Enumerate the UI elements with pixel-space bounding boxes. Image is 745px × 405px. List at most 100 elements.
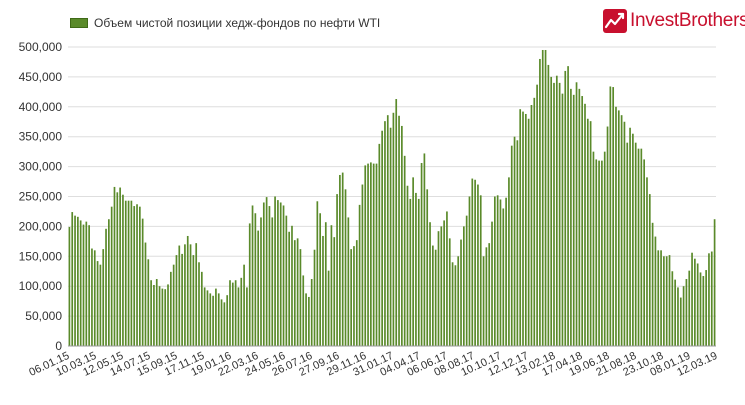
bar	[564, 70, 567, 347]
y-axis-ticks: 0 50,000 100,000 150,000 200,000 250,000 300,0…	[19, 40, 63, 353]
bar	[502, 208, 505, 346]
bar	[668, 255, 671, 346]
bar	[592, 151, 595, 346]
bar	[254, 213, 257, 346]
bar	[133, 206, 136, 346]
bar	[561, 93, 564, 346]
bar	[685, 279, 688, 346]
bar	[322, 235, 324, 346]
bar	[234, 280, 237, 346]
logo-text: InvestBrothers	[630, 10, 745, 31]
bar	[372, 163, 375, 346]
bar	[158, 286, 161, 346]
bar	[299, 249, 302, 346]
bar	[350, 249, 352, 346]
bar	[677, 287, 679, 346]
bar	[423, 153, 426, 346]
bar	[271, 217, 274, 346]
bar	[451, 262, 454, 346]
bar	[116, 192, 119, 346]
bar	[274, 196, 276, 346]
bar	[223, 302, 226, 346]
bar	[77, 216, 79, 346]
bar	[544, 49, 547, 347]
bar	[415, 192, 417, 346]
bar	[139, 206, 141, 346]
bar	[282, 205, 285, 346]
y-tick-label: 300,000	[19, 160, 63, 174]
bar	[119, 187, 121, 346]
bar	[82, 224, 85, 346]
bar	[516, 140, 519, 346]
bar	[122, 194, 124, 346]
bar	[398, 115, 400, 347]
bar	[522, 111, 524, 346]
bar	[437, 231, 440, 346]
bar	[699, 272, 702, 346]
bar	[409, 198, 412, 346]
bar	[260, 217, 262, 346]
bar	[533, 97, 536, 346]
bar	[378, 143, 381, 346]
bar	[130, 200, 133, 346]
bar	[293, 240, 296, 346]
bar	[243, 264, 245, 346]
bar	[386, 115, 389, 346]
bar	[192, 255, 195, 346]
bar	[463, 226, 465, 346]
bar	[381, 130, 383, 346]
bar	[291, 225, 293, 346]
bar	[209, 293, 212, 346]
y-tick-label: 0	[55, 339, 62, 353]
y-tick-label: 500,000	[19, 40, 63, 54]
y-tick-label: 350,000	[19, 130, 63, 144]
y-tick-label: 50,000	[25, 309, 62, 323]
bar	[339, 174, 341, 346]
bar	[547, 64, 550, 346]
bar	[468, 196, 471, 346]
bar	[578, 88, 581, 347]
bar	[558, 82, 561, 346]
bar	[694, 258, 696, 346]
bar	[448, 238, 451, 346]
bar	[288, 231, 291, 346]
bar	[268, 206, 271, 346]
bar	[79, 220, 82, 346]
bar	[632, 133, 634, 346]
bar	[220, 299, 223, 346]
bar	[482, 256, 485, 346]
y-tick-label: 100,000	[19, 279, 63, 293]
bar	[127, 200, 130, 346]
bar	[702, 276, 705, 346]
bar	[344, 189, 347, 346]
bar	[589, 121, 592, 347]
y-tick-label: 150,000	[19, 249, 63, 263]
bar	[99, 264, 102, 346]
bar	[347, 217, 350, 346]
bar	[623, 121, 626, 346]
bar	[496, 195, 499, 346]
bar	[167, 284, 169, 346]
bar	[671, 271, 674, 346]
bar	[147, 259, 150, 346]
bar	[296, 238, 299, 346]
bar	[105, 228, 107, 346]
bar	[68, 227, 71, 346]
bar	[389, 127, 392, 346]
bar	[508, 177, 510, 346]
bar	[598, 160, 600, 346]
bar	[660, 250, 662, 346]
bar	[570, 88, 572, 347]
bar	[324, 222, 327, 346]
bar	[572, 94, 575, 346]
bar	[654, 236, 657, 346]
bar	[392, 112, 395, 346]
bar	[567, 66, 569, 346]
bar	[384, 121, 386, 347]
bar	[527, 118, 530, 346]
bar	[696, 263, 699, 346]
bar	[305, 293, 307, 346]
bar	[679, 297, 682, 346]
bar	[406, 185, 409, 346]
bar	[231, 282, 234, 346]
